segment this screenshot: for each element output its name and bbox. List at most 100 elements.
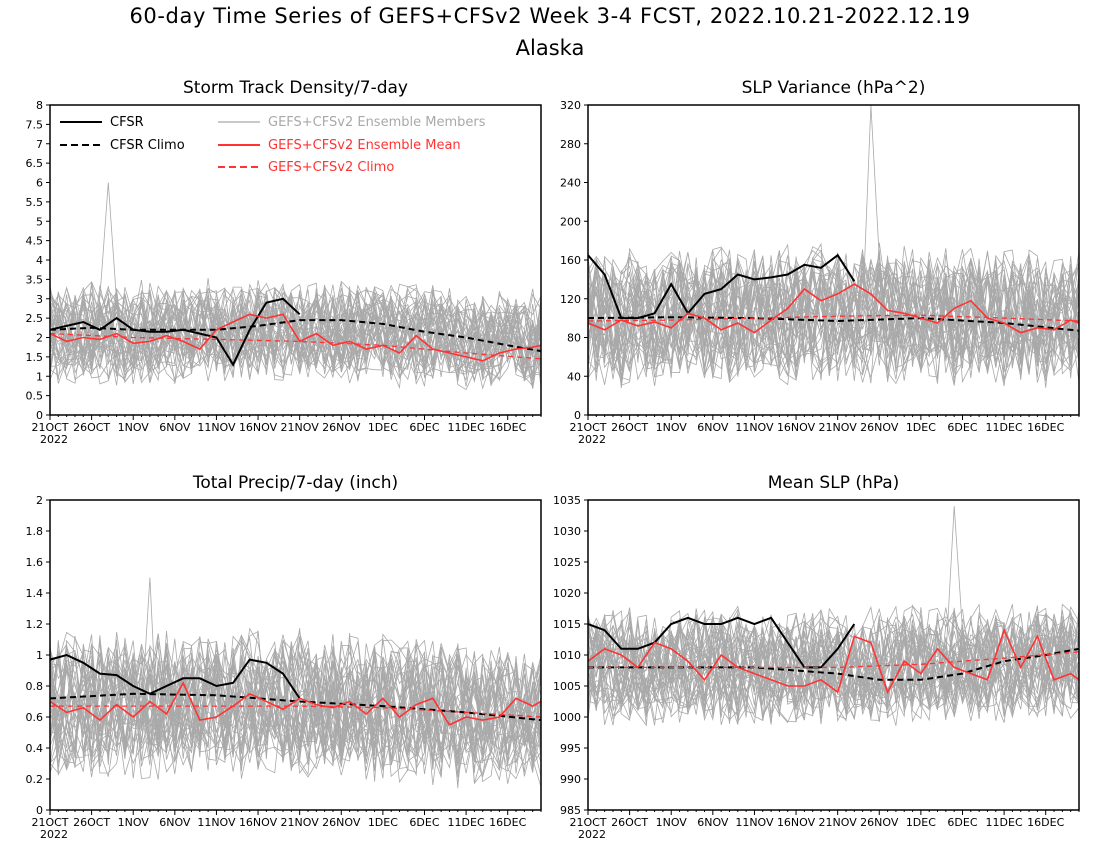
x-tick-label: 26OCT: [73, 816, 110, 829]
y-tick-label: 7.5: [26, 118, 44, 131]
ensemble-member-line: [50, 299, 541, 384]
y-tick-label: 200: [560, 215, 581, 228]
series-line-cfsr-climo: [50, 319, 541, 353]
ensemble-member-line: [50, 288, 541, 378]
x-tick-label: 16NOV: [239, 421, 278, 434]
x-tick-label: 11NOV: [735, 421, 774, 434]
x-tick-label: 21NOV: [281, 816, 320, 829]
y-tick-label: 0: [36, 804, 43, 817]
ensemble-member-line: [588, 613, 1079, 718]
x-tick-label: 1NOV: [118, 816, 150, 829]
x-tick-label: 1DEC: [368, 816, 398, 829]
series-line-ensemble-mean: [588, 283, 1079, 334]
y-tick-label: 1.5: [26, 351, 44, 364]
y-tick-label: 1.4: [26, 587, 44, 600]
legend-label-members: GEFS+CFSv2 Ensemble Members: [268, 115, 486, 130]
x-tick-label: 26NOV: [322, 421, 361, 434]
y-tick-label: 6.5: [26, 157, 44, 170]
y-tick-label: 160: [560, 254, 581, 267]
x-tick-label: 11DEC: [986, 421, 1023, 434]
ensemble-member-line: [588, 249, 1079, 370]
y-tick-label: 6: [36, 177, 43, 190]
x-tick-label: 26NOV: [860, 421, 899, 434]
x-tick-label: 26OCT: [73, 421, 110, 434]
series-line-ensemble-climo: [588, 651, 1079, 669]
x-tick-label: 26OCT: [611, 421, 648, 434]
x-tick-year-label: 2022: [40, 433, 68, 446]
ensemble-member-line: [588, 242, 1079, 361]
series-line-ensemble-climo: [50, 332, 541, 360]
ensemble-member-line: [50, 639, 541, 758]
ensemble-member-line: [588, 249, 1079, 357]
y-tick-label: 990: [560, 773, 581, 786]
y-tick-label: 2: [36, 494, 43, 507]
y-tick-label: 0: [574, 409, 581, 422]
legend: CFSR CFSR Climo GEFS+CFSv2 Ensemble Member…: [60, 115, 486, 175]
series-line-ensemble-mean: [50, 681, 541, 726]
ensemble-member-line: [588, 256, 1079, 372]
ensemble-member-line: [588, 264, 1079, 382]
y-tick-label: 5: [36, 215, 43, 228]
ensemble-member-line: [588, 265, 1079, 375]
y-tick-label: 0.5: [26, 390, 44, 403]
series-line-ensemble-mean: [50, 313, 541, 362]
y-tick-label: 1000: [553, 711, 581, 724]
series-line-cfsr-climo: [50, 692, 541, 722]
y-tick-label: 1035: [553, 494, 581, 507]
legend-label-cfsr: CFSR: [110, 115, 144, 130]
ensemble-member-line: [588, 270, 1079, 381]
x-tick-label: 11NOV: [735, 816, 774, 829]
ensemble-member-line: [50, 296, 541, 388]
x-tick-label: 6NOV: [697, 816, 729, 829]
y-tick-label: 120: [560, 293, 581, 306]
y-tick-label: 985: [560, 804, 581, 817]
plot-area: [588, 105, 1079, 389]
y-tick-label: 7: [36, 138, 43, 151]
series-line-cfsr: [588, 616, 856, 669]
ensemble-member-line: [588, 249, 1079, 365]
ensemble-member-line: [50, 636, 541, 766]
y-tick-label: 1010: [553, 649, 581, 662]
series-line-ensemble-mean: [588, 627, 1079, 695]
ensemble-member-line: [50, 287, 541, 374]
ensemble-member-line: [588, 625, 1079, 721]
plot-area: [588, 506, 1079, 727]
ensemble-member-line: [50, 299, 541, 385]
x-tick-label: 1DEC: [906, 816, 936, 829]
y-tick-label: 1.2: [26, 618, 44, 631]
x-tick-label: 16DEC: [489, 421, 526, 434]
chart-panel-2: SLP Variance (hPa^2) 0 40 80 120 160 200 240 280…: [560, 78, 1080, 446]
ensemble-member-line: [588, 627, 1079, 726]
y-tick-label: 1025: [553, 556, 581, 569]
x-tick-label: 16NOV: [777, 816, 816, 829]
x-tick-label: 21OCT: [569, 421, 606, 434]
y-tick-label: 1.8: [26, 525, 44, 538]
x-tick-label: 6NOV: [159, 816, 191, 829]
legend-label-ensemble-climo: GEFS+CFSv2 Climo: [268, 160, 394, 175]
ensemble-member-line: [588, 270, 1079, 385]
y-tick-label: 3: [36, 293, 43, 306]
y-tick-label: 0: [36, 409, 43, 422]
x-tick-label: 11DEC: [448, 421, 485, 434]
y-tick-label: 40: [567, 370, 581, 383]
y-tick-label: 1015: [553, 618, 581, 631]
y-tick-label: 1: [36, 370, 43, 383]
y-tick-label: 2.5: [26, 312, 44, 325]
ensemble-member-line: [50, 284, 541, 372]
ensemble-member-line: [588, 603, 1079, 708]
ensemble-member-line: [588, 271, 1079, 380]
panel-title: SLP Variance (hPa^2): [742, 78, 926, 98]
x-tick-label: 21OCT: [569, 816, 606, 829]
y-tick-label: 0.8: [26, 680, 44, 693]
ensemble-member-line: [50, 640, 541, 763]
y-tick-label: 240: [560, 177, 581, 190]
chart-panel-4: Mean SLP (hPa) 985 990 995 1000 1005 1010 1015 1…: [553, 473, 1080, 841]
y-tick-label: 1020: [553, 587, 581, 600]
x-tick-label: 21NOV: [819, 816, 858, 829]
y-tick-label: 1005: [553, 680, 581, 693]
x-tick-year-label: 2022: [578, 433, 606, 446]
y-tick-label: 3.5: [26, 273, 44, 286]
y-tick-label: 1030: [553, 525, 581, 538]
legend-label-ensemble-mean: GEFS+CFSv2 Ensemble Mean: [268, 138, 461, 153]
x-tick-label: 16DEC: [1027, 816, 1064, 829]
